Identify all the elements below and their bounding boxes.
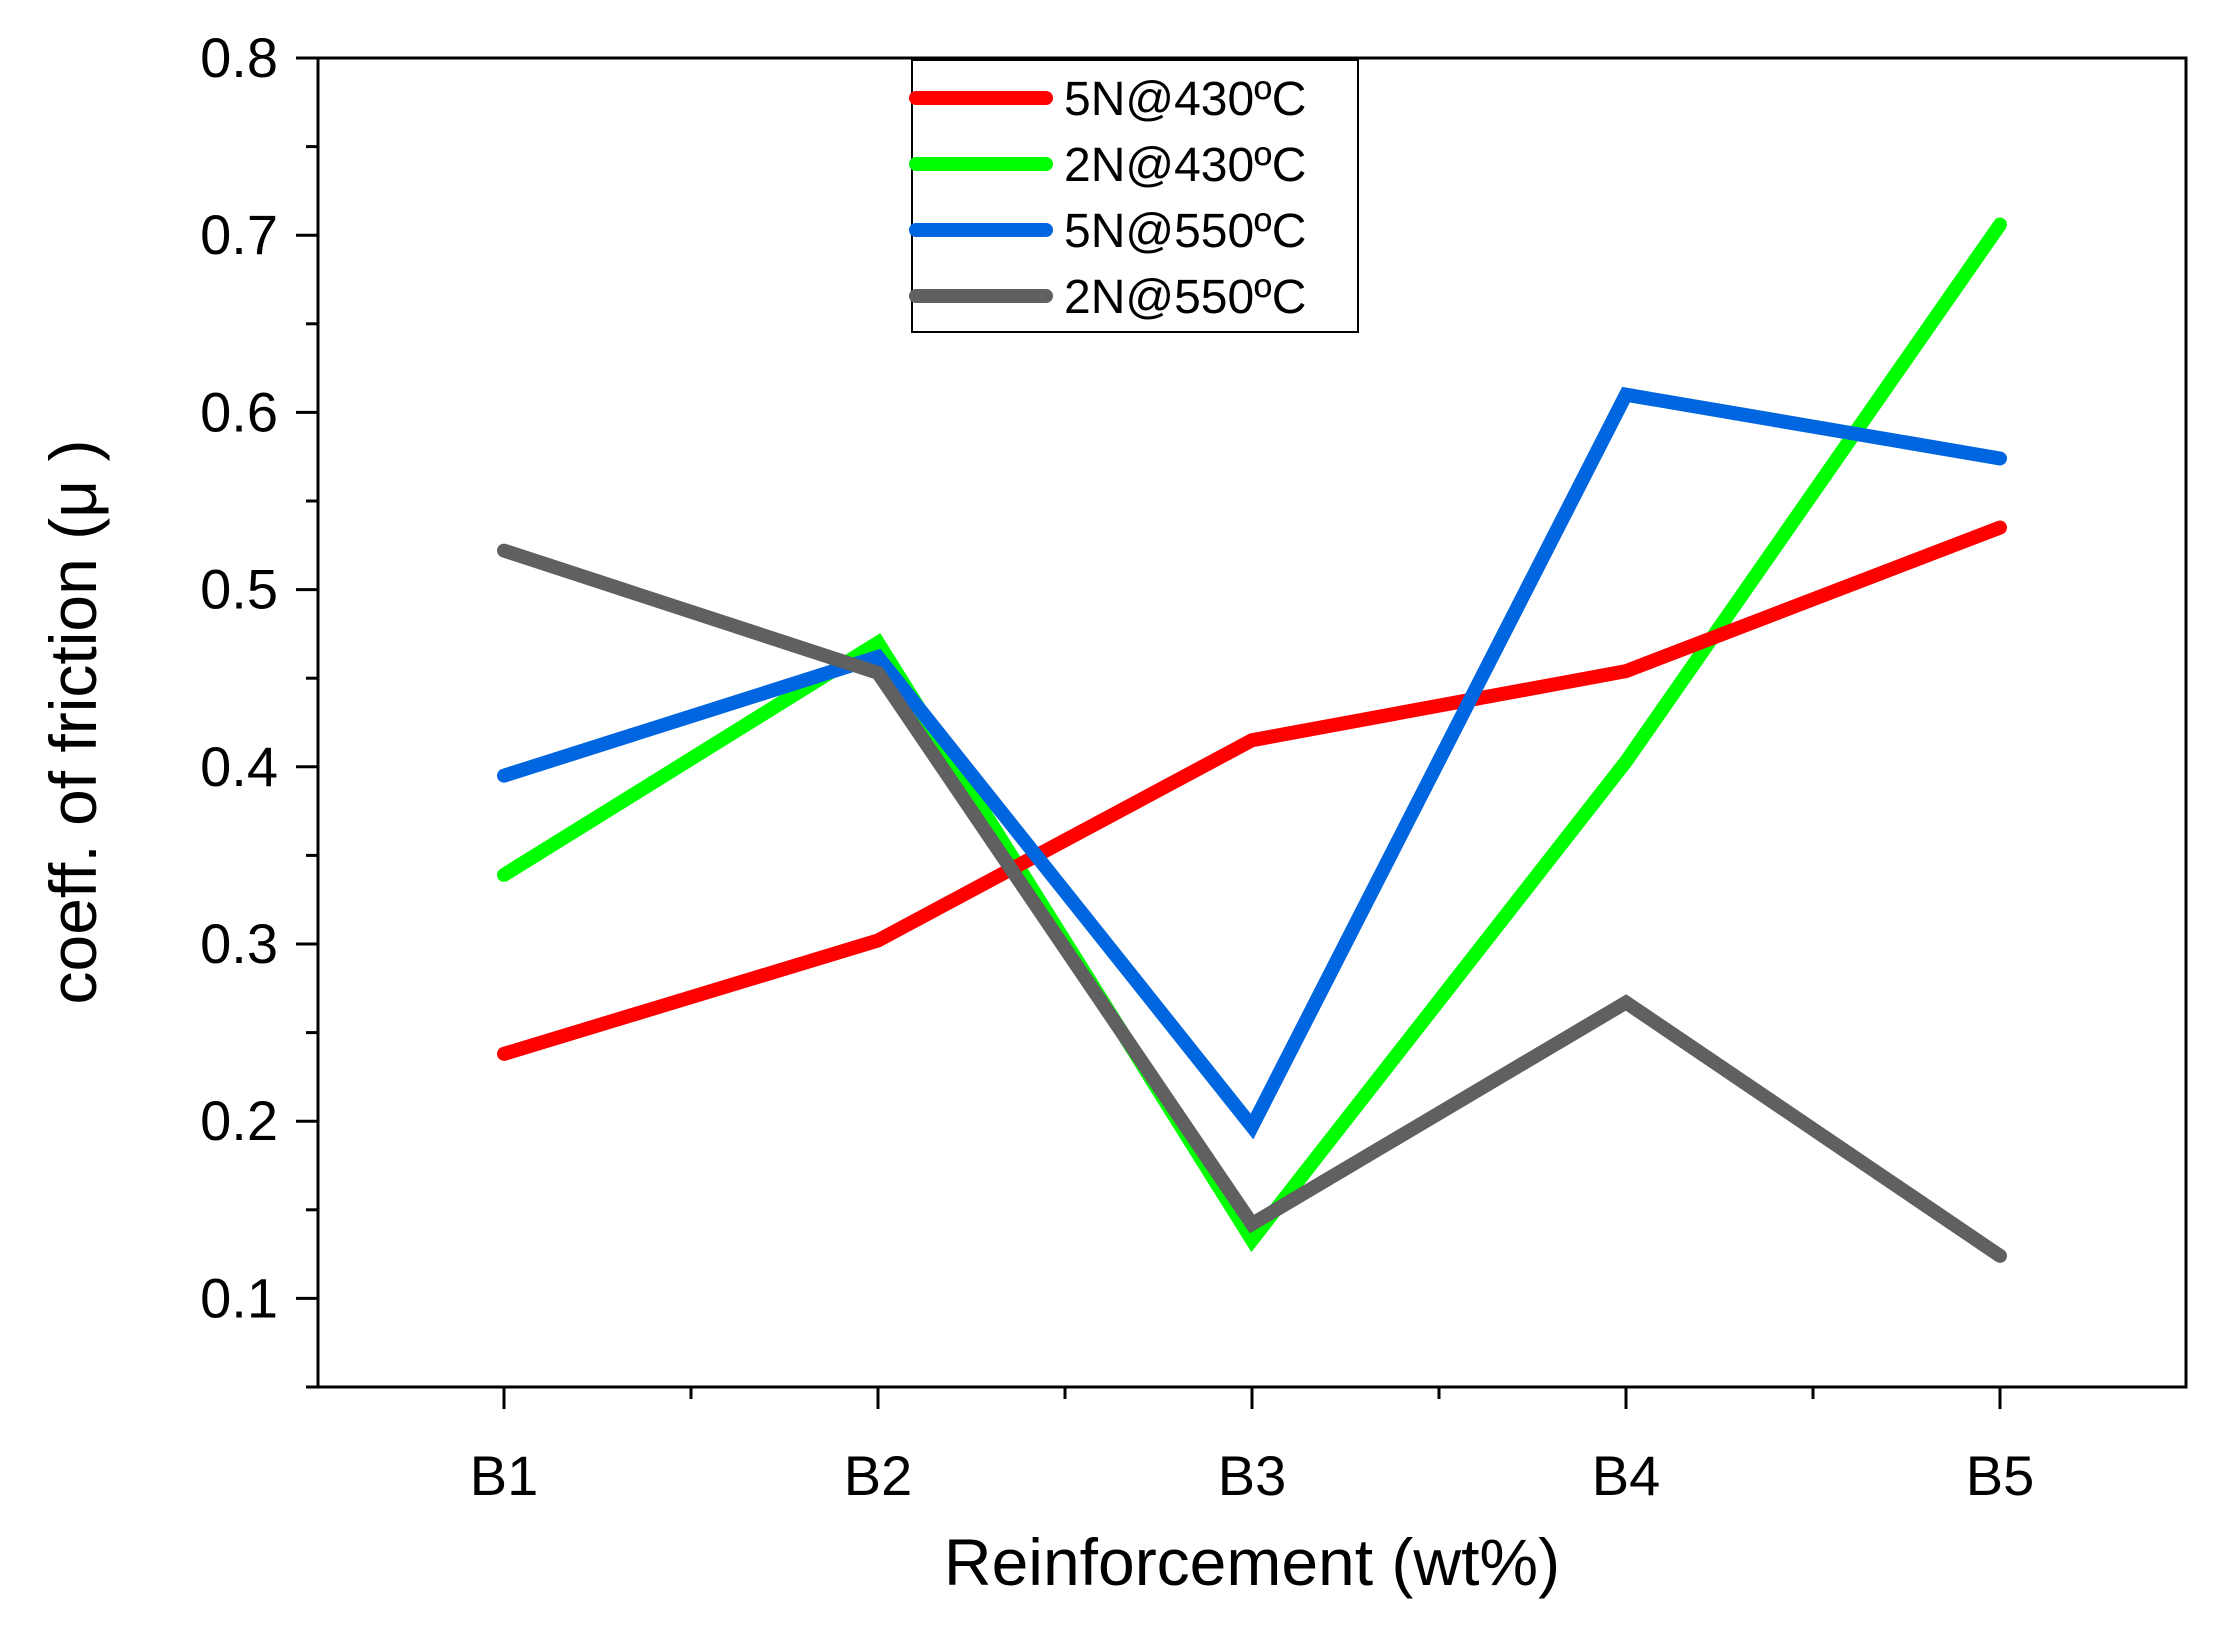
x-tick-label: B2 [844,1444,913,1507]
series-line-4 [497,543,2007,1263]
legend-label-2: 2N@430ºC [1064,139,1306,192]
y-tick-label: 0.8 [200,26,278,89]
x-tick-label: B4 [1592,1444,1661,1507]
y-tick-label: 0.4 [200,735,278,798]
x-tick-label: B3 [1218,1444,1287,1507]
x-tick-label: B5 [1966,1444,2035,1507]
y-tick-label: 0.6 [200,380,278,443]
series-line-2 [497,217,2007,1253]
series-line-1 [497,520,2007,1061]
x-tick-labels: B1 B2 B3 B4 B5 [470,1444,2035,1507]
series-lines [497,217,2007,1263]
y-tick-labels: 0.1 0.2 0.3 0.4 0.5 0.6 0.7 0.8 [200,26,278,1329]
legend: 5N@430ºC 2N@430ºC 5N@550ºC 2N@550ºC [909,59,1359,333]
legend-label-3: 5N@550ºC [1064,205,1306,258]
y-tick-label: 0.1 [200,1266,278,1329]
x-tick-label: B1 [470,1444,539,1507]
legend-label-1: 5N@430ºC [1064,73,1306,126]
x-axis-title: Reinforcement (wt%) [944,1525,1560,1599]
y-tick-label: 0.7 [200,203,278,266]
axis-ticks [296,56,2002,1409]
y-tick-label: 0.2 [200,1089,278,1152]
legend-box [911,59,1359,333]
y-tick-label: 0.3 [200,912,278,975]
y-axis-title: coeff. of friction (μ ) [36,440,110,1005]
legend-label-4: 2N@550ºC [1064,271,1306,324]
y-tick-label: 0.5 [200,558,278,621]
series-line-3 [497,386,2007,1140]
